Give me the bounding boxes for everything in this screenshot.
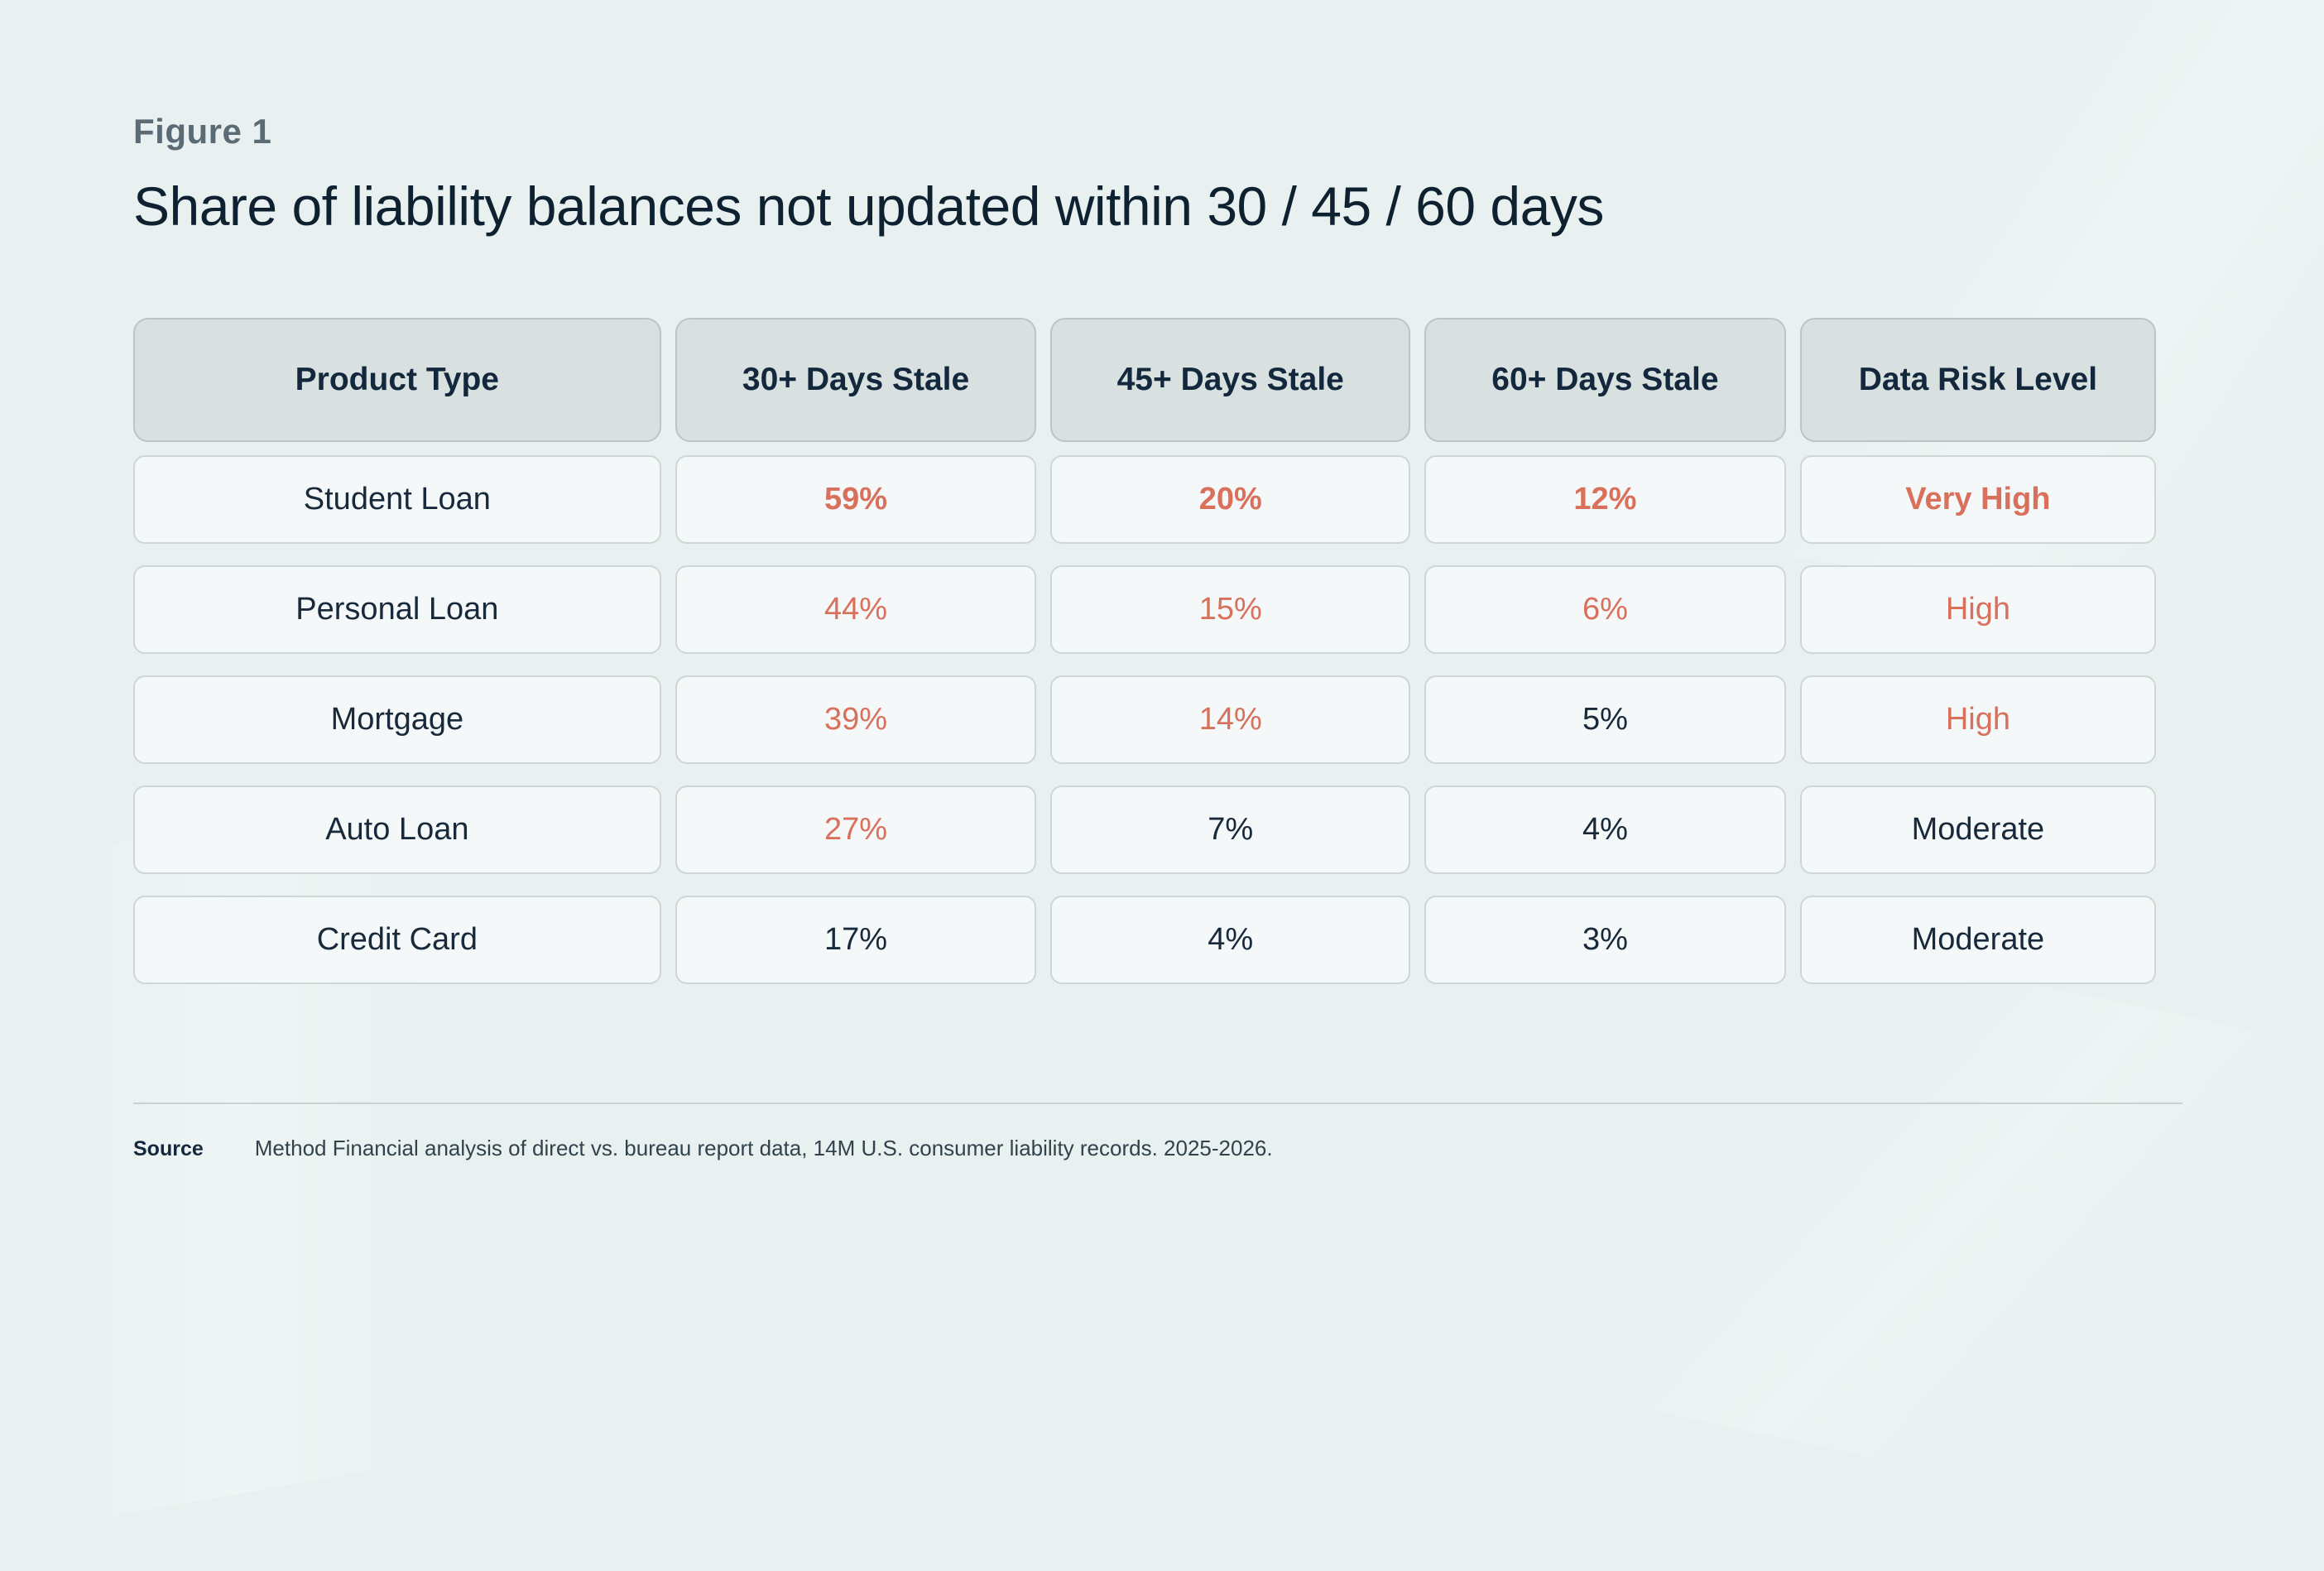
cell-risk-level: Moderate [1799, 785, 2156, 874]
cell-product: Personal Loan [133, 565, 661, 654]
header-product-type: Product Type [133, 317, 661, 442]
cell-risk-level: High [1799, 675, 2156, 764]
cell-60-stale: 6% [1424, 565, 1786, 654]
figure-label: Figure 1 [133, 112, 272, 151]
source-text: Method Financial analysis of direct vs. … [254, 1136, 1273, 1160]
figure-container: Figure 1 Share of liability balances not… [133, 114, 2186, 984]
cell-45-stale: 7% [1050, 785, 1411, 874]
header-45-days-stale: 45+ Days Stale [1050, 317, 1411, 442]
cell-product: Mortgage [133, 675, 661, 764]
cell-30-stale: 44% [675, 565, 1037, 654]
source-section: Source Method Financial analysis of dire… [133, 1103, 2182, 1161]
cell-30-stale: 39% [675, 675, 1037, 764]
table-row: Mortgage 39% 14% 5% High [133, 675, 2156, 764]
table-row: Credit Card 17% 4% 3% Moderate [133, 895, 2156, 984]
cell-30-stale: 27% [675, 785, 1037, 874]
table-row: Student Loan 59% 20% 12% Very High [133, 454, 2156, 544]
cell-45-stale: 20% [1050, 454, 1411, 544]
cell-60-stale: 4% [1424, 785, 1786, 874]
header-data-risk-level: Data Risk Level [1799, 317, 2156, 442]
table-header-row: Product Type 30+ Days Stale 45+ Days Sta… [133, 317, 2156, 442]
cell-60-stale: 12% [1424, 454, 1786, 544]
cell-risk-level: Moderate [1799, 895, 2156, 984]
source-line: Source Method Financial analysis of dire… [133, 1136, 2182, 1161]
source-label: Source [133, 1137, 204, 1160]
cell-60-stale: 3% [1424, 895, 1786, 984]
stale-balances-table: Product Type 30+ Days Stale 45+ Days Sta… [133, 317, 2156, 984]
cell-45-stale: 15% [1050, 565, 1411, 654]
header-30-days-stale: 30+ Days Stale [675, 317, 1037, 442]
cell-45-stale: 14% [1050, 675, 1411, 764]
table-row: Personal Loan 44% 15% 6% High [133, 565, 2156, 654]
cell-product: Credit Card [133, 895, 661, 984]
cell-45-stale: 4% [1050, 895, 1411, 984]
cell-30-stale: 17% [675, 895, 1037, 984]
cell-product: Auto Loan [133, 785, 661, 874]
cell-60-stale: 5% [1424, 675, 1786, 764]
cell-risk-level: High [1799, 565, 2156, 654]
cell-product: Student Loan [133, 454, 661, 544]
table-row: Auto Loan 27% 7% 4% Moderate [133, 785, 2156, 874]
cell-risk-level: Very High [1799, 454, 2156, 544]
cell-30-stale: 59% [675, 454, 1037, 544]
figure-title: Share of liability balances not updated … [133, 175, 1604, 237]
header-60-days-stale: 60+ Days Stale [1424, 317, 1786, 442]
table-body: Student Loan 59% 20% 12% Very High Perso… [133, 454, 2156, 984]
